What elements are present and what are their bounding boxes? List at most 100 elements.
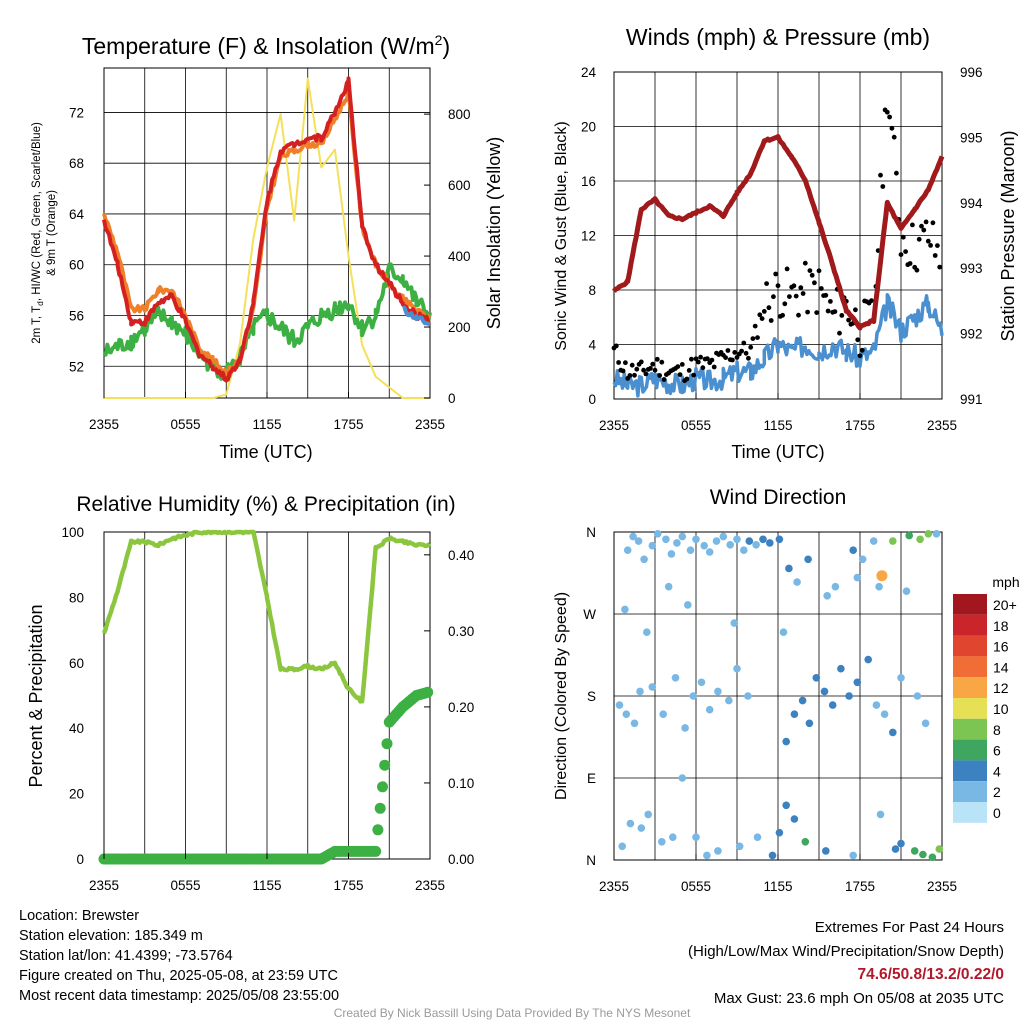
gust-point bbox=[853, 307, 858, 313]
gust-point bbox=[648, 366, 653, 371]
temperature-title: Temperature (F) & Insolation (W/m2) bbox=[82, 32, 450, 59]
gust-point bbox=[768, 318, 774, 323]
gust-point bbox=[903, 249, 908, 255]
gust-point bbox=[775, 283, 781, 289]
y2-tick-label: 992 bbox=[960, 327, 983, 342]
gust-point bbox=[659, 359, 665, 365]
x-tick-label: 2355 bbox=[599, 879, 629, 894]
direction-point bbox=[790, 815, 799, 823]
gust-point bbox=[910, 222, 915, 228]
direction-point bbox=[768, 851, 777, 860]
station-location: Location: Brewster bbox=[19, 908, 140, 924]
gust-point bbox=[855, 337, 861, 343]
gust-point bbox=[793, 293, 799, 299]
direction-point bbox=[876, 570, 888, 582]
legend-swatch bbox=[953, 739, 987, 761]
y-tick-label: 4 bbox=[588, 338, 596, 353]
gust-point bbox=[809, 272, 815, 278]
direction-point bbox=[853, 678, 862, 687]
gust-point bbox=[800, 291, 806, 296]
gust-point bbox=[814, 310, 820, 315]
direction-point bbox=[703, 851, 711, 860]
legend-label: 8 bbox=[993, 722, 1001, 738]
direction-point bbox=[692, 833, 700, 841]
gust-point bbox=[773, 271, 779, 277]
gust-point bbox=[916, 236, 922, 242]
humidity-ticks: 0 20 40 60 80 100 0.00 0.10 0.20 0.30 0.40 2355 0555… bbox=[61, 525, 474, 893]
legend-swatch bbox=[953, 760, 987, 782]
y-tick-label: 72 bbox=[69, 105, 84, 120]
direction-point bbox=[822, 847, 830, 855]
direction-point bbox=[798, 696, 807, 705]
direction-point bbox=[678, 774, 687, 782]
y-tick-label: 12 bbox=[581, 229, 596, 244]
gust-point bbox=[734, 355, 740, 360]
y2-tick-label: 200 bbox=[448, 320, 471, 335]
gust-point bbox=[700, 365, 706, 371]
gust-point bbox=[613, 343, 619, 349]
direction-point bbox=[640, 555, 648, 564]
y2-tick-label: 800 bbox=[448, 107, 471, 122]
gust-point bbox=[661, 377, 667, 382]
credit-line: Created By Nick Bassill Using Data Provi… bbox=[333, 1006, 691, 1020]
gust-point bbox=[880, 184, 886, 189]
gust-point bbox=[709, 357, 715, 363]
direction-point bbox=[753, 833, 762, 841]
direction-point bbox=[782, 737, 790, 746]
direction-point bbox=[648, 541, 657, 550]
x-tick-label: 2355 bbox=[927, 418, 957, 433]
gust-point bbox=[725, 348, 731, 353]
y-tick-label: 64 bbox=[69, 207, 85, 222]
direction-point bbox=[705, 705, 714, 714]
extremes-values: 74.6/50.8/13.2/0.22/0 bbox=[857, 966, 1004, 983]
gust-point bbox=[746, 355, 751, 361]
x-tick-label: 2355 bbox=[89, 878, 119, 893]
gust-point bbox=[759, 316, 765, 321]
y2-tick-label: 0.40 bbox=[448, 548, 474, 563]
legend-swatch bbox=[953, 614, 987, 636]
direction-point bbox=[872, 701, 881, 709]
precip-point bbox=[374, 802, 386, 814]
x-tick-label: 1755 bbox=[333, 417, 363, 432]
direction-point bbox=[869, 537, 878, 545]
direction-point bbox=[618, 842, 626, 851]
gust-point bbox=[891, 134, 897, 140]
direction-point bbox=[782, 801, 790, 810]
gust-point bbox=[928, 243, 933, 248]
gust-point bbox=[796, 312, 801, 318]
direction-point bbox=[678, 532, 687, 541]
direction-point bbox=[805, 719, 814, 728]
y2-tick-label: 0.20 bbox=[448, 700, 474, 715]
direction-point bbox=[712, 537, 721, 545]
direction-point bbox=[621, 605, 629, 614]
y-tick-label: 68 bbox=[69, 156, 84, 171]
direction-point bbox=[853, 573, 862, 582]
legend-label: 20+ bbox=[993, 597, 1017, 613]
direction-point bbox=[766, 539, 774, 547]
legend-label: 12 bbox=[993, 680, 1009, 696]
direction-point bbox=[659, 710, 667, 718]
gust-point bbox=[837, 330, 842, 336]
direction-point bbox=[828, 701, 837, 709]
direction-point bbox=[730, 619, 739, 627]
gust-point bbox=[643, 371, 649, 377]
gust-point bbox=[884, 109, 890, 115]
gust-point bbox=[627, 373, 633, 378]
direction-point bbox=[845, 692, 853, 700]
direction-point bbox=[615, 701, 624, 709]
direction-point bbox=[880, 710, 889, 718]
temperature-ylabel: 2m T, Td, HI/WC (Red, Green, Scarlet/Blu… bbox=[31, 122, 45, 344]
direction-point bbox=[705, 548, 714, 556]
y-tick-label: 24 bbox=[581, 65, 597, 80]
legend-swatch bbox=[953, 635, 987, 657]
direction-point bbox=[849, 851, 857, 860]
direction-points bbox=[615, 530, 944, 862]
recent-timestamp: Most recent data timestamp: 2025/05/08 2… bbox=[19, 988, 340, 1004]
gust-point bbox=[766, 305, 772, 311]
gust-point bbox=[652, 367, 658, 373]
y2-tick-label: 993 bbox=[960, 261, 983, 276]
station-elevation: Station elevation: 185.349 m bbox=[19, 928, 203, 944]
direction-point bbox=[740, 546, 748, 554]
direction-point bbox=[858, 555, 867, 564]
direction-point bbox=[779, 628, 788, 636]
